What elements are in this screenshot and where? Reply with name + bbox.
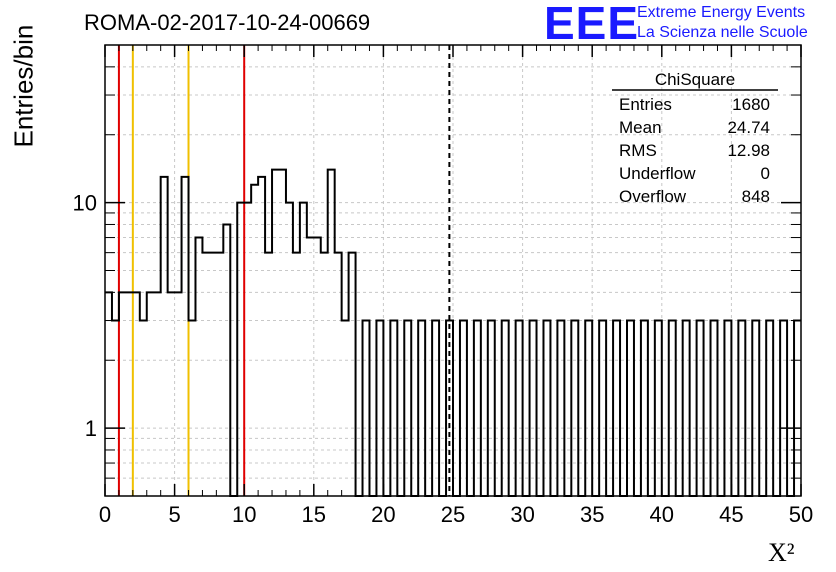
stats-label: Underflow	[619, 164, 696, 183]
stats-label: RMS	[619, 141, 657, 160]
eee-logo: EEE	[544, 0, 640, 49]
x-tick-label: 0	[99, 502, 111, 527]
logo-line-1: Extreme Energy Events	[637, 4, 806, 21]
stats-title: ChiSquare	[655, 70, 735, 89]
x-tick-label: 45	[719, 502, 743, 527]
histogram-line	[105, 168, 801, 497]
stats-value: 1680	[732, 95, 770, 114]
x-tick-label: 35	[580, 502, 604, 527]
x-tick-label: 30	[510, 502, 534, 527]
x-tick-label: 15	[302, 502, 326, 527]
x-tick-label: 40	[650, 502, 674, 527]
stats-value: 0	[761, 164, 770, 183]
x-tick-label: 20	[371, 502, 395, 527]
stats-label: Overflow	[619, 187, 687, 206]
y-axis-label: Entries/bin	[8, 24, 39, 148]
x-tick-label: 50	[789, 502, 813, 527]
y-tick-label: 1	[85, 416, 97, 441]
stats-label: Mean	[619, 118, 662, 137]
y-tick-label: 10	[73, 191, 97, 216]
stats-value: 12.98	[727, 141, 770, 160]
stats-value: 848	[742, 187, 770, 206]
stats-label: Entries	[619, 95, 672, 114]
x-tick-label: 25	[441, 502, 465, 527]
histogram	[105, 168, 801, 497]
x-tick-label: 10	[232, 502, 256, 527]
x-axis-label: X²	[768, 538, 795, 567]
stats-box: ChiSquare Entries 1680 Mean 24.74 RMS 12.98 Und…	[612, 70, 778, 206]
x-tick-label: 5	[168, 502, 180, 527]
chart-title: ROMA-02-2017-10-24-00669	[84, 10, 371, 35]
logo-line-2: La Scienza nelle Scuole	[637, 24, 808, 41]
stats-value: 24.74	[727, 118, 770, 137]
axis-ticks: 0 5 10 15 20 25 30 35 40 45 50 1 10	[73, 45, 813, 527]
